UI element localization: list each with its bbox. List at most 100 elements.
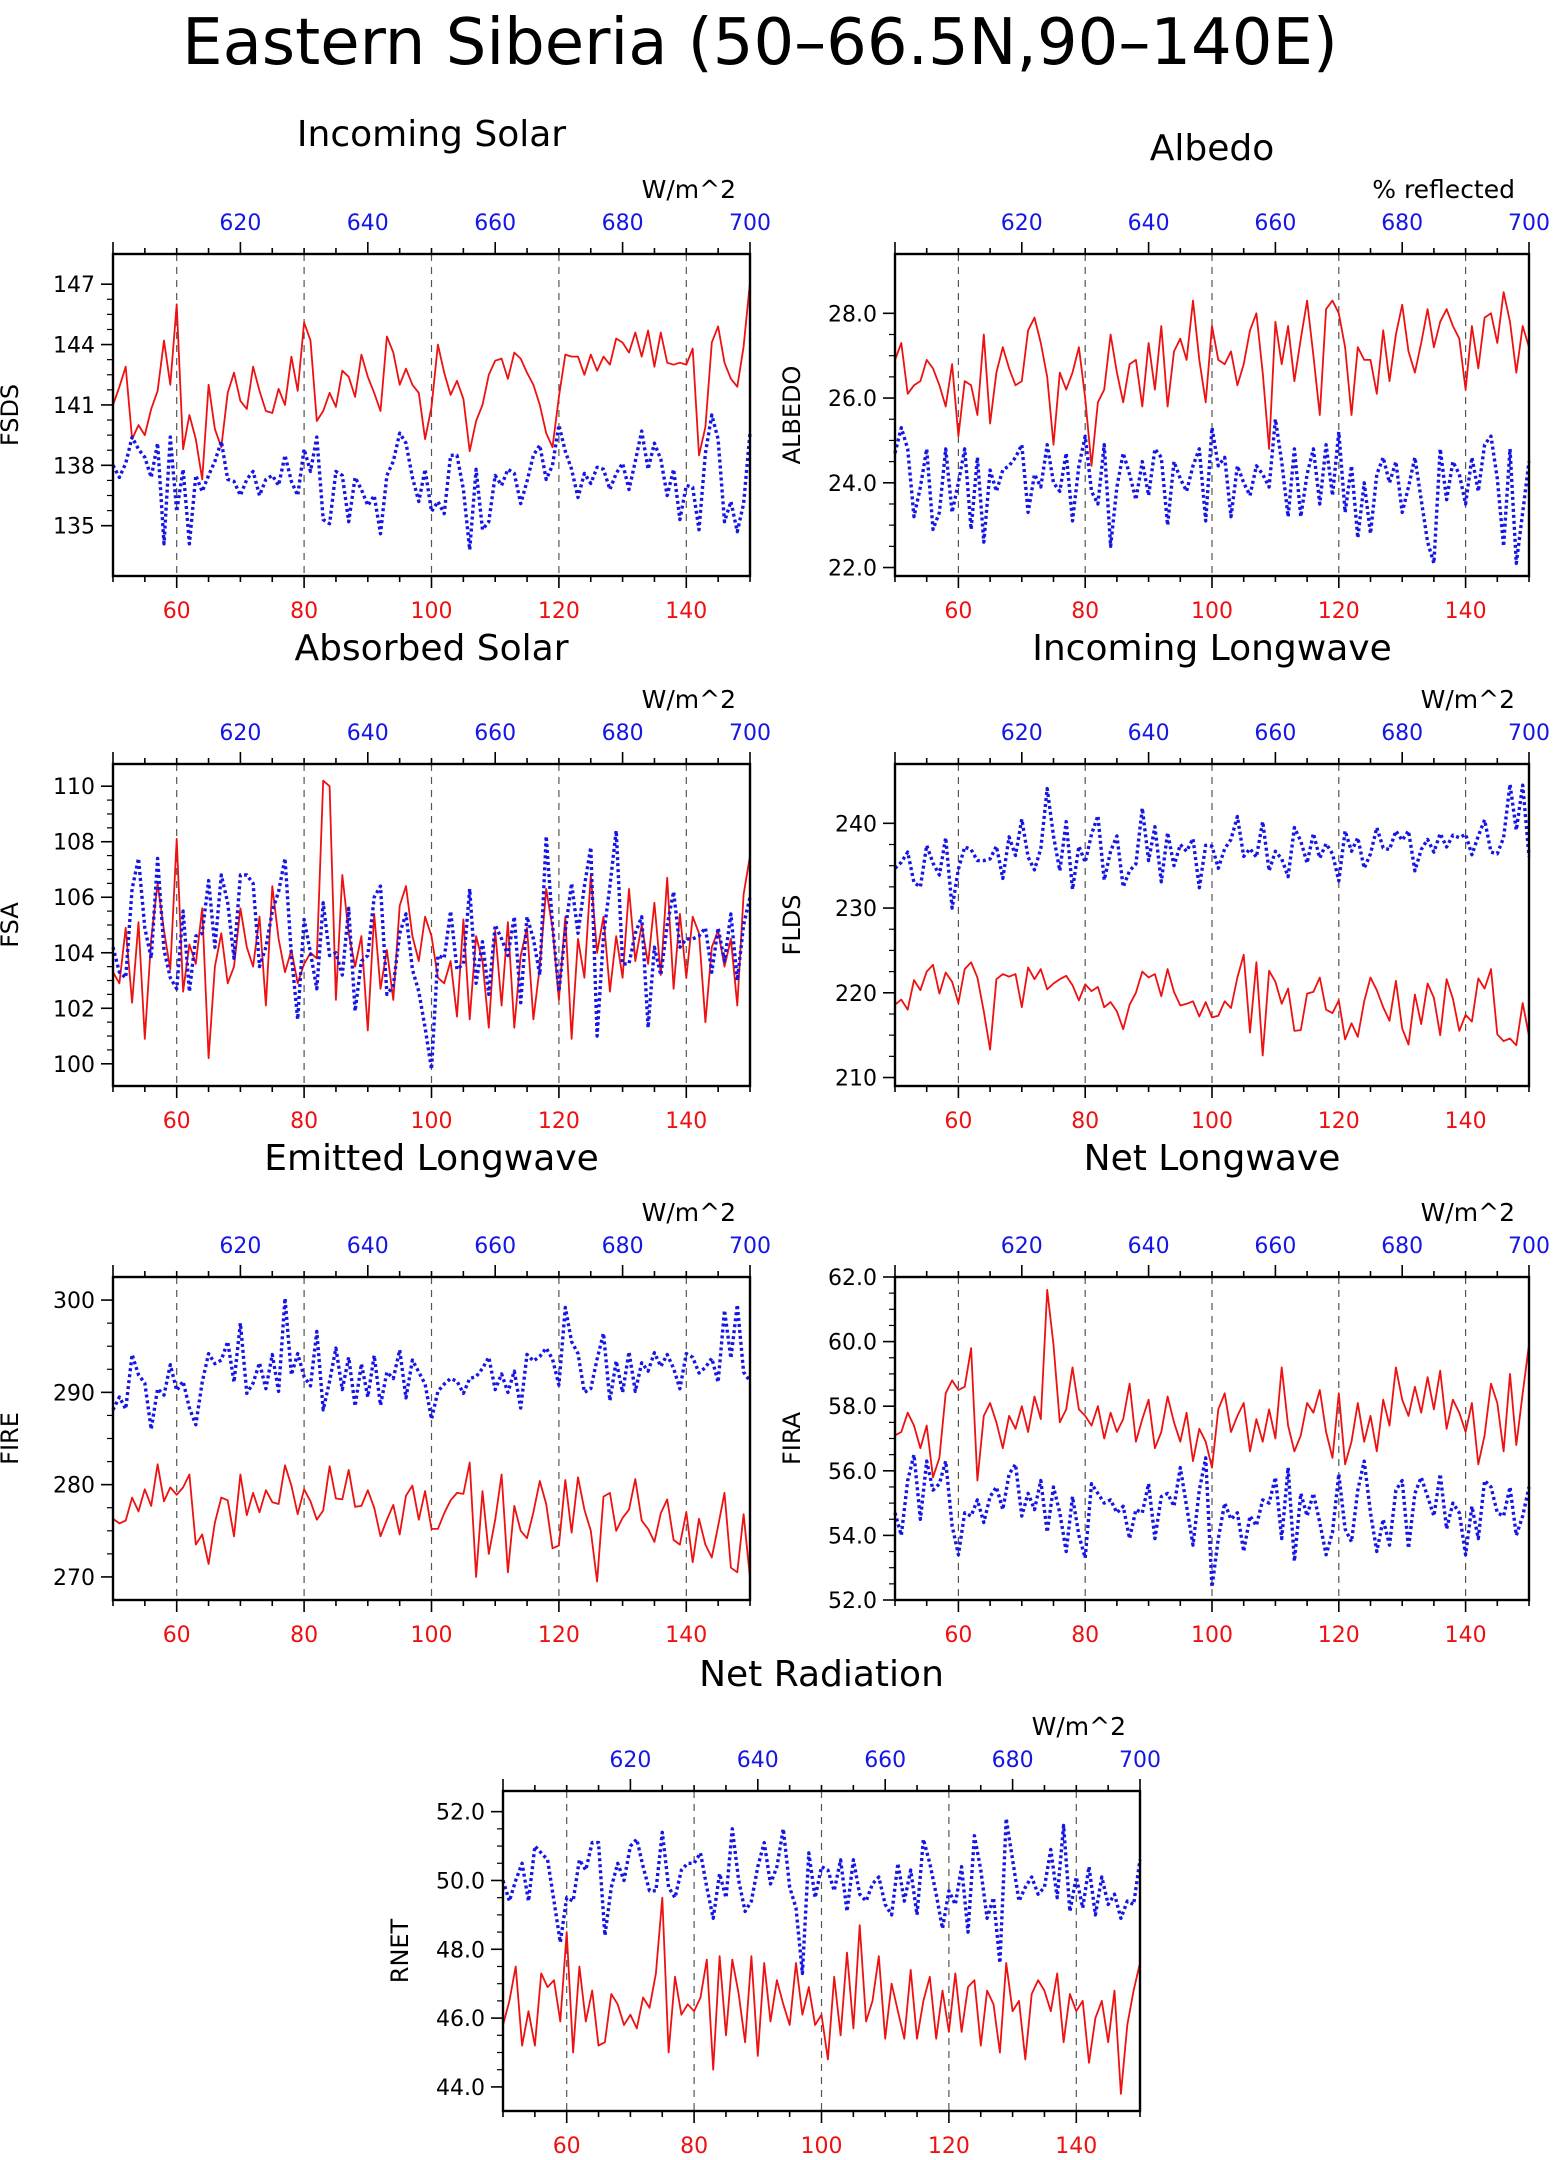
plot-frame xyxy=(111,1275,752,1602)
chart-title: Incoming Solar xyxy=(297,114,566,155)
chart-title: Emitted Longwave xyxy=(264,1138,599,1179)
x-top-tick-label: 660 xyxy=(474,1234,516,1259)
x-top-tick-label: 640 xyxy=(347,1234,389,1259)
x-top-tick-label: 640 xyxy=(347,721,389,746)
series-line-blue xyxy=(111,828,752,1072)
x-bottom-tick-label: 140 xyxy=(665,599,707,624)
units-label: W/m^2 xyxy=(642,685,736,714)
x-bottom-tick-label: 60 xyxy=(944,1623,972,1648)
y-tick-label: 100 xyxy=(53,1053,95,1078)
y-axis-label: FSDS xyxy=(0,384,24,446)
x-bottom-tick-label: 120 xyxy=(538,1623,580,1648)
x-top-tick-label: 680 xyxy=(602,1234,644,1259)
units-label: W/m^2 xyxy=(642,175,736,204)
x-bottom-tick-label: 140 xyxy=(1445,599,1487,624)
x-bottom-tick-label: 100 xyxy=(801,2134,843,2159)
x-top-tick-label: 640 xyxy=(1128,1234,1170,1259)
units-label: W/m^2 xyxy=(1032,1712,1126,1741)
x-bottom-tick-label: 80 xyxy=(1071,599,1099,624)
x-top-tick-label: 680 xyxy=(602,721,644,746)
chart-title: Albedo xyxy=(1150,128,1275,169)
x-top-tick-label: 620 xyxy=(1001,1234,1043,1259)
x-top-tick-label: 680 xyxy=(1381,1234,1423,1259)
x-top-tick-label: 660 xyxy=(1254,211,1296,236)
x-bottom-tick-label: 80 xyxy=(1071,1109,1099,1134)
series-line-red xyxy=(894,953,1530,1057)
chart-title: Net Longwave xyxy=(1084,1138,1341,1179)
x-bottom-tick-label: 80 xyxy=(290,1109,318,1134)
units-label: W/m^2 xyxy=(1421,1198,1515,1227)
y-tick-label: 52.0 xyxy=(828,1589,877,1614)
x-top-tick-label: 680 xyxy=(992,1748,1034,1773)
x-top-tick-label: 700 xyxy=(1508,1234,1550,1259)
series-line-red xyxy=(894,1289,1530,1482)
y-tick-label: 50.0 xyxy=(436,1869,485,1894)
y-axis-label: FIRE xyxy=(0,1412,24,1465)
plot-frame xyxy=(893,252,1531,578)
x-top-tick-label: 620 xyxy=(219,211,261,236)
x-top-tick-label: 700 xyxy=(729,1234,771,1259)
chart-incoming-solar: Incoming Solar W/m^2 60 80 100 120 140 620 640 66… xyxy=(0,114,771,624)
y-tick-label: 110 xyxy=(53,775,95,800)
chart-title: Net Radiation xyxy=(699,1654,944,1695)
units-label: W/m^2 xyxy=(1421,685,1515,714)
x-top-tick-label: 620 xyxy=(219,1234,261,1259)
x-top-tick-label: 700 xyxy=(729,211,771,236)
x-bottom-tick-label: 120 xyxy=(538,1109,580,1134)
series-line-red xyxy=(112,779,751,1060)
x-bottom-tick-label: 120 xyxy=(1318,1109,1360,1134)
y-tick-label: 141 xyxy=(53,394,95,419)
y-tick-label: 102 xyxy=(53,997,95,1022)
series-line-red xyxy=(894,291,1530,467)
page-title: Eastern Siberia (50–66.5N,90–140E) xyxy=(182,6,1338,80)
y-tick-label: 46.0 xyxy=(436,2007,485,2032)
series-line-red xyxy=(112,282,751,481)
x-bottom-tick-label: 80 xyxy=(680,2134,708,2159)
x-top-tick-label: 640 xyxy=(347,211,389,236)
x-top-tick-label: 680 xyxy=(1381,211,1423,236)
x-bottom-tick-label: 100 xyxy=(411,1109,453,1134)
y-tick-label: 48.0 xyxy=(436,1938,485,1963)
x-top-tick-label: 700 xyxy=(1119,1748,1161,1773)
y-axis-label: ALBEDO xyxy=(778,366,806,465)
chart-incoming-longwave: Incoming Longwave W/m^2 60 80 100 120 140 620 64… xyxy=(778,628,1550,1134)
x-bottom-tick-label: 140 xyxy=(665,1109,707,1134)
x-top-tick-label: 640 xyxy=(737,1748,779,1773)
x-bottom-tick-label: 60 xyxy=(163,599,191,624)
y-tick-label: 58.0 xyxy=(828,1395,877,1420)
x-bottom-tick-label: 120 xyxy=(928,2134,970,2159)
y-tick-label: 230 xyxy=(835,897,877,922)
x-top-tick-label: 680 xyxy=(1381,721,1423,746)
y-tick-label: 210 xyxy=(835,1067,877,1092)
x-top-tick-label: 660 xyxy=(474,211,516,236)
x-bottom-tick-label: 140 xyxy=(1445,1109,1487,1134)
y-tick-label: 56.0 xyxy=(828,1460,877,1485)
y-tick-label: 144 xyxy=(53,334,95,359)
chart-net-radiation: Net Radiation W/m^2 60 80 100 120 140 620 640 660… xyxy=(386,1654,1161,2159)
x-top-tick-label: 660 xyxy=(864,1748,906,1773)
x-bottom-tick-label: 60 xyxy=(163,1623,191,1648)
units-label: W/m^2 xyxy=(642,1198,736,1227)
y-tick-label: 104 xyxy=(53,942,95,967)
y-axis-label: FSA xyxy=(0,902,24,948)
y-tick-label: 147 xyxy=(53,273,95,298)
x-top-tick-label: 620 xyxy=(1001,721,1043,746)
x-top-tick-label: 640 xyxy=(1128,721,1170,746)
x-bottom-tick-label: 100 xyxy=(411,599,453,624)
x-bottom-tick-label: 140 xyxy=(1445,1623,1487,1648)
y-tick-label: 54.0 xyxy=(828,1524,877,1549)
chart-absorbed-solar: Absorbed Solar W/m^2 60 80 100 120 140 620 640 66… xyxy=(0,628,771,1134)
x-bottom-tick-label: 80 xyxy=(290,599,318,624)
y-tick-label: 28.0 xyxy=(828,302,877,327)
y-tick-label: 270 xyxy=(53,1566,95,1591)
x-top-tick-label: 660 xyxy=(1254,1234,1296,1259)
plot-frame xyxy=(893,1275,1531,1602)
chart-net-longwave: Net Longwave W/m^2 60 80 100 120 140 620 640 660 6… xyxy=(778,1138,1550,1648)
x-bottom-tick-label: 120 xyxy=(1318,1623,1360,1648)
series-line-blue xyxy=(111,413,752,552)
series-line-red xyxy=(502,1896,1141,2095)
chart-albedo: Albedo % reflected 60 80 100 120 140 620 640 660 6… xyxy=(778,128,1550,624)
x-top-tick-label: 660 xyxy=(1254,721,1296,746)
y-tick-label: 135 xyxy=(53,515,95,540)
